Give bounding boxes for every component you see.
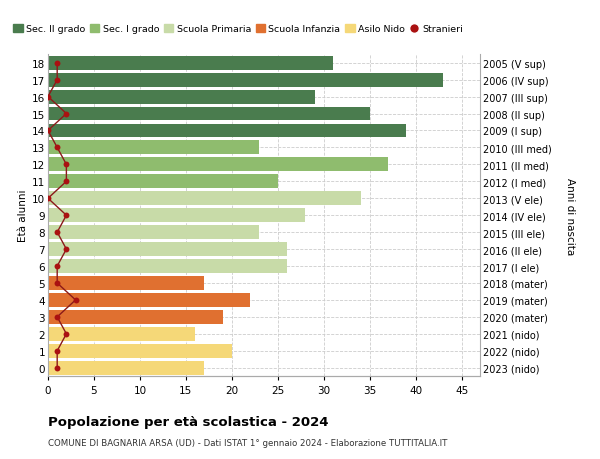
Point [62,111,71,118]
Bar [48,141,259,155]
Point [52,313,62,321]
Point [52,60,62,67]
Bar [48,90,314,104]
Bar [48,158,388,172]
Point [43,195,53,202]
Point [52,263,62,270]
Bar [48,276,204,290]
Text: Popolazione per età scolastica - 2024: Popolazione per età scolastica - 2024 [48,415,329,428]
Text: COMUNE DI BAGNARIA ARSA (UD) - Dati ISTAT 1° gennaio 2024 - Elaborazione TUTTITA: COMUNE DI BAGNARIA ARSA (UD) - Dati ISTA… [48,438,448,448]
Bar [48,124,406,138]
Bar [48,107,370,121]
Point [62,246,71,253]
Point [62,212,71,219]
Bar [48,226,259,240]
Point [43,94,53,101]
Point [52,77,62,84]
Point [62,161,71,168]
Bar [48,327,195,341]
Point [62,178,71,185]
Bar [48,73,443,87]
Point [52,364,62,372]
Bar [48,192,361,206]
Bar [48,259,287,274]
Bar [48,310,223,324]
Bar [48,209,305,223]
Legend: Sec. II grado, Sec. I grado, Scuola Primaria, Scuola Infanzia, Asilo Nido, Stran: Sec. II grado, Sec. I grado, Scuola Prim… [10,21,467,38]
Bar [48,361,204,375]
Y-axis label: Anni di nascita: Anni di nascita [565,177,575,254]
Point [52,347,62,355]
Point [52,229,62,236]
Point [71,297,80,304]
Bar [48,293,250,307]
Bar [48,344,232,358]
Y-axis label: Età alunni: Età alunni [18,190,28,242]
Point [52,280,62,287]
Point [62,330,71,338]
Bar [48,243,287,257]
Point [52,145,62,152]
Point [43,128,53,135]
Bar [48,175,278,189]
Bar [48,56,333,71]
